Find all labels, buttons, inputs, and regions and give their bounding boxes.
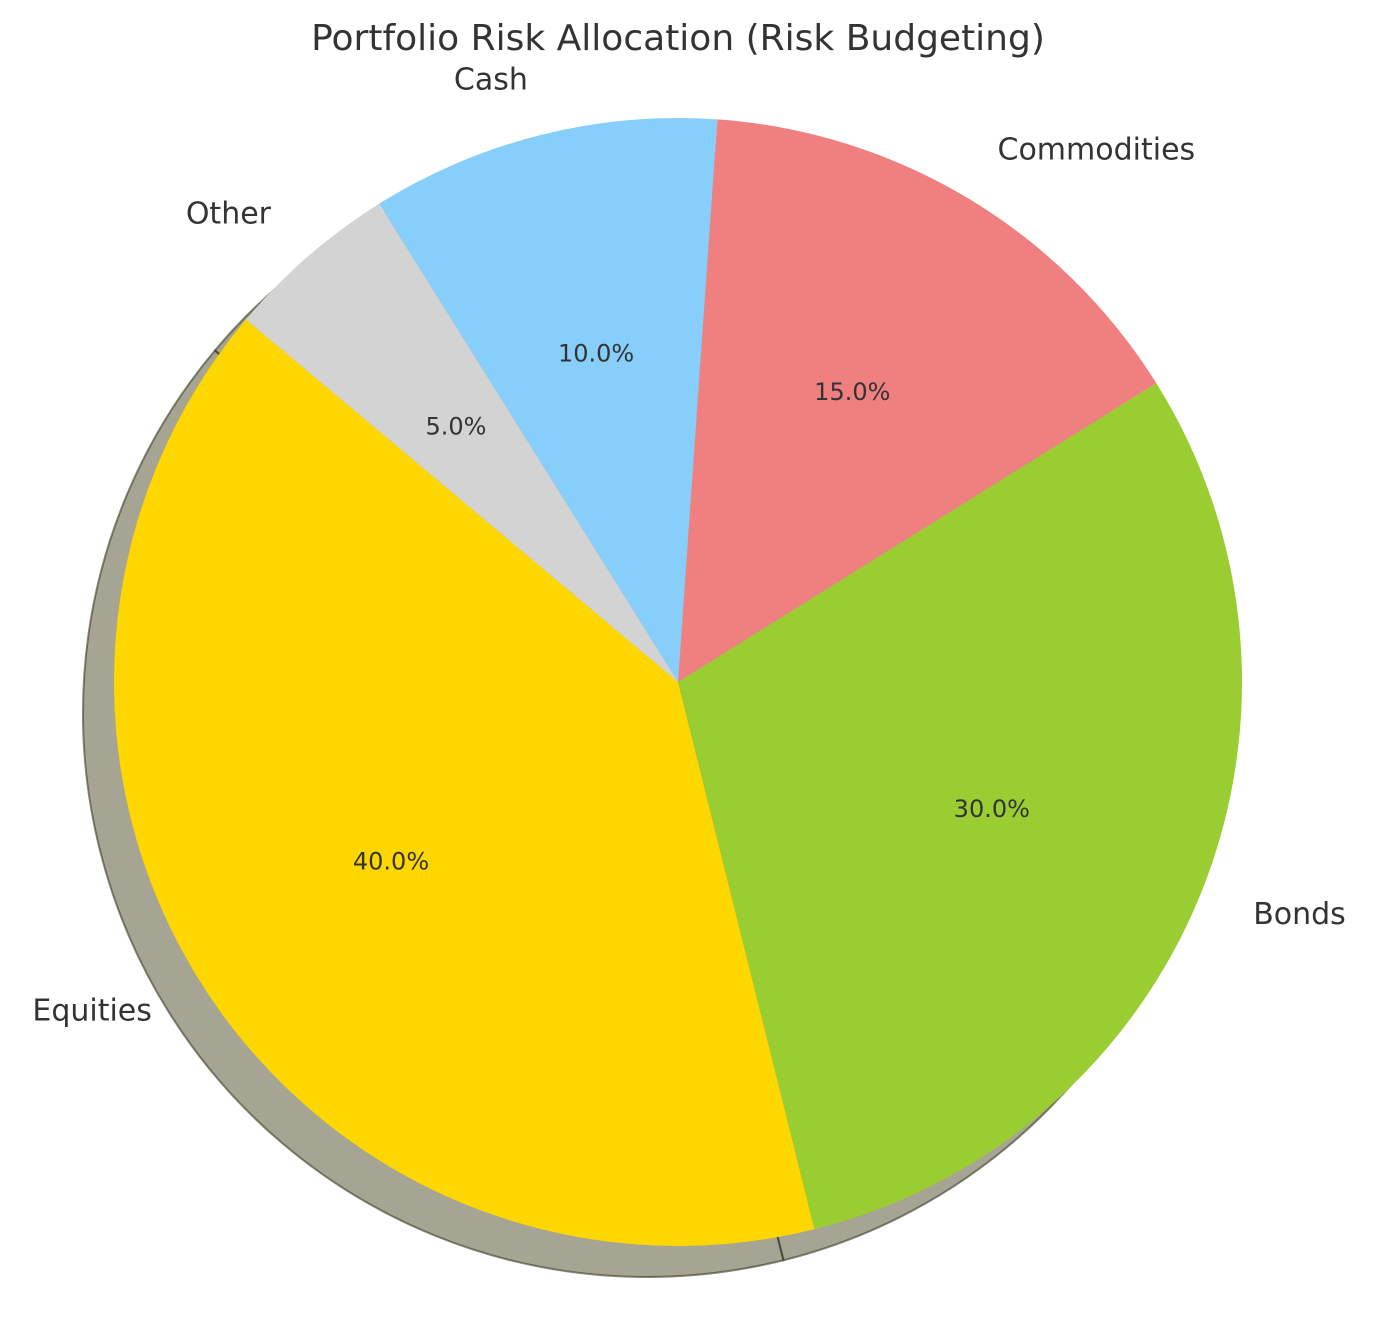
slice-label-equities: Equities bbox=[32, 993, 152, 1028]
slice-label-cash: Cash bbox=[454, 63, 528, 98]
pie-slice-equities bbox=[113, 319, 815, 1247]
chart-title: Portfolio Risk Allocation (Risk Budgetin… bbox=[311, 18, 1045, 59]
slice-label-other: Other bbox=[186, 196, 272, 231]
pie-slice-other bbox=[245, 203, 678, 682]
pie-slice-commodities bbox=[678, 119, 1157, 683]
pie-slices bbox=[113, 117, 1242, 1247]
slice-label-bonds: Bonds bbox=[1253, 897, 1346, 932]
slice-percent-cash: 10.0% bbox=[558, 340, 634, 368]
slice-percent-bonds: 30.0% bbox=[954, 795, 1030, 823]
pie-labels: Equities 40.0% Bonds 30.0% Commodities 15.0% C… bbox=[32, 63, 1345, 1029]
slice-percent-equities: 40.0% bbox=[353, 847, 429, 875]
pie-slice-bonds bbox=[678, 383, 1242, 1230]
slice-percent-commodities: 15.0% bbox=[814, 378, 890, 406]
pie-slice-cash bbox=[379, 117, 718, 683]
slice-label-commodities: Commodities bbox=[998, 133, 1196, 168]
slice-percent-other: 5.0% bbox=[426, 413, 487, 441]
